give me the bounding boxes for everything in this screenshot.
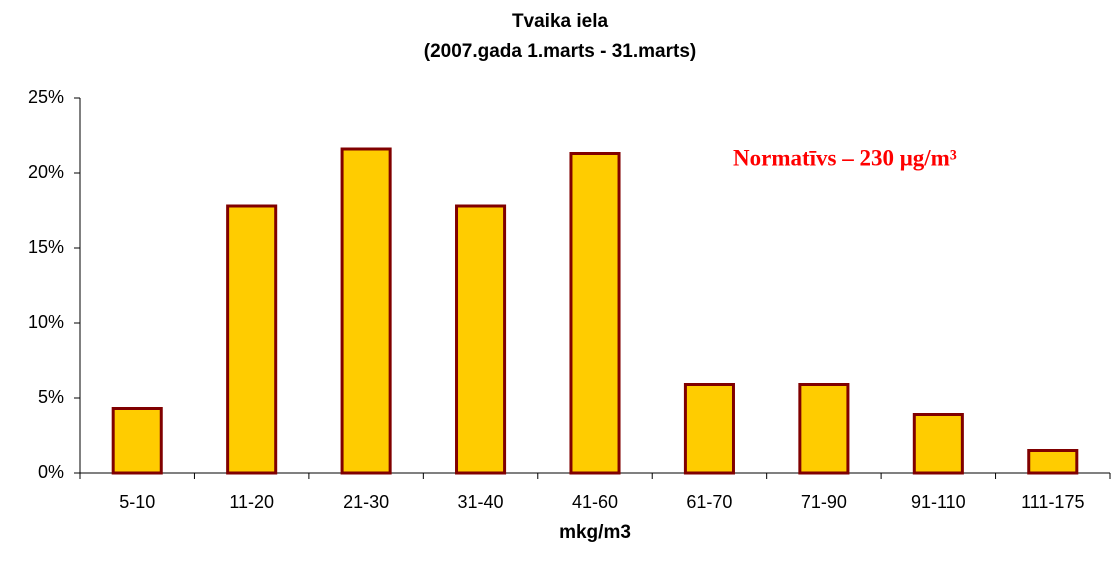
x-tick-label: 91-110 xyxy=(911,492,966,512)
bar xyxy=(569,152,621,475)
y-tick-label: 0% xyxy=(38,462,64,482)
x-tick-label: 21-30 xyxy=(343,492,389,512)
x-axis-title: mkg/m3 xyxy=(559,522,631,543)
bar xyxy=(798,383,850,475)
y-tick-label: 25% xyxy=(28,87,64,107)
y-tick-label: 5% xyxy=(38,387,64,407)
y-tick-label: 20% xyxy=(28,162,64,182)
annotation: Normatīvs – 230 μg/m³ xyxy=(733,145,957,170)
bar xyxy=(111,407,163,475)
bar xyxy=(912,413,964,475)
x-tick-label: 71-90 xyxy=(801,492,847,512)
y-tick-label: 10% xyxy=(28,312,64,332)
bar xyxy=(1027,449,1079,475)
x-tick-label: 5-10 xyxy=(119,492,155,512)
bar xyxy=(340,147,392,475)
x-tick-label: 31-40 xyxy=(458,492,504,512)
bar xyxy=(455,204,507,475)
x-tick-label: 61-70 xyxy=(686,492,732,512)
x-tick-label: 11-20 xyxy=(229,492,274,512)
x-tick-label: 111-175 xyxy=(1021,492,1084,512)
y-tick-label: 15% xyxy=(28,237,64,257)
chart-title: Tvaika iela xyxy=(512,11,609,32)
bar xyxy=(683,383,735,475)
x-tick-label: 41-60 xyxy=(572,492,618,512)
chart-subtitle: (2007.gada 1.marts - 31.marts) xyxy=(424,41,696,62)
bar xyxy=(226,204,278,475)
